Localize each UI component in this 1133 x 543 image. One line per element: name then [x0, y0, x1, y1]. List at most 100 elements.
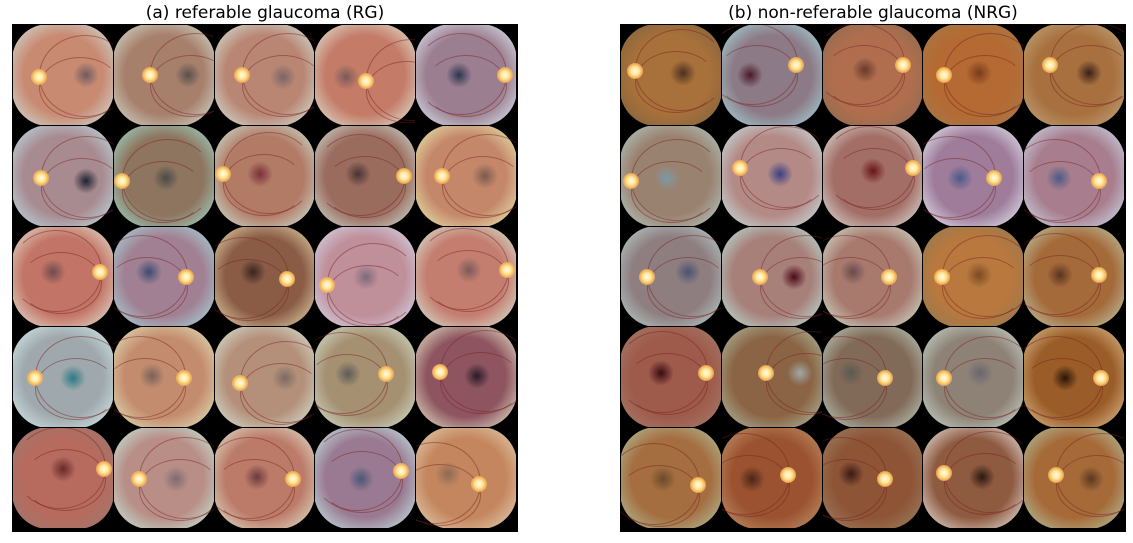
macula	[781, 263, 808, 290]
blood-vessel	[19, 251, 102, 314]
macula	[839, 258, 866, 285]
blood-vessel	[138, 458, 214, 521]
optic-disc	[935, 369, 952, 386]
panel-title: (a) referable glaucoma (RG)	[145, 3, 385, 23]
macula	[347, 465, 374, 492]
macula	[859, 158, 886, 185]
fundus-image	[822, 428, 923, 528]
optic-disc	[176, 369, 193, 386]
optic-disc	[432, 363, 449, 380]
fundus-image	[13, 327, 113, 428]
blood-vessel	[635, 51, 718, 114]
fundus-image	[1024, 428, 1124, 528]
optic-disc	[396, 168, 413, 185]
fundus-image	[721, 125, 822, 226]
optic-disc	[113, 173, 130, 190]
macula	[60, 364, 87, 391]
fundus-image	[923, 226, 1024, 327]
optic-disc	[393, 462, 410, 479]
macula	[965, 261, 992, 288]
optic-disc	[285, 470, 302, 487]
fundus-image	[113, 327, 214, 428]
fundus-image	[315, 125, 416, 226]
optic-disc	[279, 271, 296, 287]
blood-vessel	[923, 158, 996, 221]
fundus-image	[621, 327, 721, 428]
blood-vessel	[324, 156, 407, 219]
fundus-image	[822, 327, 923, 428]
optic-disc	[33, 170, 50, 187]
fundus-image	[13, 428, 113, 528]
optic-disc	[91, 263, 108, 280]
blood-vessel	[739, 148, 822, 211]
fundus-image	[621, 226, 721, 327]
macula	[471, 163, 498, 190]
optic-disc	[178, 268, 195, 285]
blood-vessel	[1024, 254, 1101, 317]
blood-vessel	[943, 452, 1024, 515]
macula	[463, 362, 490, 389]
macula	[153, 165, 180, 192]
optic-disc	[905, 160, 922, 177]
blood-vessel	[239, 362, 315, 425]
optic-disc	[31, 69, 48, 86]
macula	[1075, 60, 1102, 87]
macula	[837, 460, 864, 487]
optic-disc	[233, 67, 250, 84]
fundus-image	[923, 125, 1024, 226]
optic-disc	[130, 470, 147, 487]
optic-disc	[697, 364, 714, 381]
blood-vessel	[35, 357, 113, 420]
blood-vessel	[1024, 161, 1101, 224]
blood-vessel	[222, 154, 305, 217]
macula	[334, 360, 361, 387]
blood-vessel	[1050, 45, 1124, 108]
optic-disc	[1090, 173, 1107, 190]
optic-disc	[1048, 466, 1065, 483]
macula	[787, 359, 814, 386]
optic-disc	[881, 268, 898, 285]
optic-disc	[1042, 57, 1059, 74]
fundus-image	[13, 25, 113, 125]
blood-vessel	[822, 256, 892, 319]
optic-disc	[434, 168, 451, 185]
macula	[243, 463, 270, 490]
fundus-image	[416, 25, 516, 125]
optic-disc	[95, 460, 112, 477]
macula	[737, 62, 764, 89]
optic-disc	[731, 160, 748, 177]
macula	[270, 64, 297, 91]
optic-disc	[895, 57, 912, 74]
fundus-image	[1024, 125, 1124, 226]
optic-disc	[689, 476, 706, 493]
optic-disc	[627, 63, 644, 80]
fundus-image	[621, 25, 721, 125]
macula	[239, 258, 266, 285]
blood-vessel	[321, 450, 404, 513]
macula	[767, 161, 794, 188]
macula	[352, 263, 379, 290]
optic-disc	[377, 365, 394, 382]
blood-vessel	[721, 45, 799, 108]
fundus-image	[13, 125, 113, 226]
macula	[50, 455, 77, 482]
optic-disc	[498, 261, 515, 278]
optic-disc	[780, 466, 797, 483]
blood-vessel	[39, 57, 113, 120]
fundus-image	[113, 125, 214, 226]
macula	[136, 258, 163, 285]
optic-disc	[639, 268, 656, 285]
panel-title: (b) non-referable glaucoma (NRG)	[728, 3, 1018, 23]
macula	[1047, 261, 1074, 288]
macula	[965, 60, 992, 87]
fundus-image	[214, 226, 315, 327]
fundus-image	[1024, 327, 1124, 428]
optic-disc	[1090, 266, 1107, 283]
blood-vessel	[440, 351, 516, 414]
blood-vessel	[426, 249, 509, 312]
optic-disc	[319, 277, 336, 294]
blood-vessel	[315, 353, 388, 416]
blood-vessel	[121, 161, 204, 224]
fundus-image	[113, 25, 214, 125]
macula	[968, 463, 995, 490]
